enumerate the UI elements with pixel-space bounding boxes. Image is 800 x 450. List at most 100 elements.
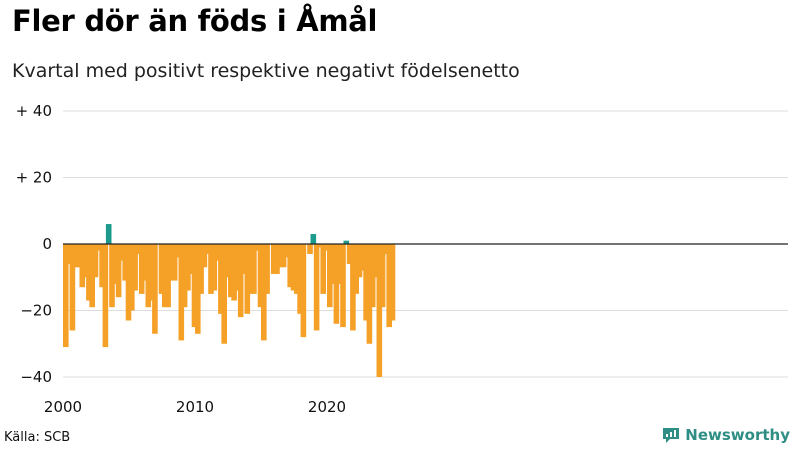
bar-negative: [346, 244, 353, 264]
bar-negative: [96, 244, 102, 251]
bar-negative: [82, 244, 89, 278]
bar-negative: [195, 244, 201, 334]
bar-negative: [369, 244, 376, 308]
bar-negative: [247, 244, 254, 294]
bar-negative: [333, 244, 340, 324]
y-tick-label: + 20: [16, 169, 52, 187]
bar-negative: [132, 244, 138, 291]
bar-negative: [66, 244, 72, 264]
bar-negative: [313, 244, 320, 331]
bar-negative: [336, 244, 343, 284]
bar-negative: [251, 244, 257, 294]
bar-negative: [373, 244, 379, 278]
bar-negative: [287, 244, 293, 288]
bar-negative: [208, 244, 214, 294]
bar-negative: [178, 244, 185, 341]
bar-negative: [211, 244, 218, 291]
bar-negative: [115, 244, 122, 298]
bar-negative: [330, 244, 336, 284]
bar-negative: [191, 244, 198, 328]
bar-chart: + 40 + 20 0 −20 −40 2000 2010 2020: [16, 102, 788, 416]
bar-negative: [244, 244, 251, 314]
bar-positive: [343, 240, 350, 244]
x-tick-label: 2000: [44, 398, 82, 416]
bar-negative: [228, 244, 234, 298]
bar-negative: [119, 244, 125, 261]
bar-negative: [69, 244, 76, 331]
bar-negative: [297, 244, 303, 314]
bar-negative: [204, 244, 211, 254]
bar-negative: [383, 244, 389, 254]
bar-negative: [363, 244, 369, 321]
bar-negative: [122, 244, 128, 281]
bar-negative: [264, 244, 270, 294]
bar-negative: [320, 244, 326, 294]
bar-negative: [389, 244, 396, 321]
chart-title: Fler dör än föds i Åmål: [12, 4, 378, 38]
bar-negative: [300, 244, 307, 338]
bar-negative: [89, 244, 95, 308]
bar-negative: [294, 244, 300, 294]
bar-negative: [112, 244, 119, 284]
bar-negative: [168, 244, 175, 281]
bar-negative: [175, 244, 181, 258]
bar-negative: [224, 244, 231, 278]
source-credit: Källa: SCB: [4, 430, 71, 445]
bar-negative: [92, 244, 99, 278]
bar-negative: [102, 244, 109, 348]
bar-negative: [284, 244, 290, 258]
bar-negative: [234, 244, 241, 291]
bar-negative: [72, 244, 79, 268]
bar-negative: [198, 244, 204, 294]
bar-negative: [317, 244, 323, 248]
bar-negative: [201, 244, 208, 268]
bar-negative: [327, 244, 333, 308]
bar-negative: [63, 244, 69, 348]
bar-negative: [188, 244, 194, 274]
newsworthy-logo-icon: [663, 428, 680, 443]
bar-negative: [340, 244, 346, 328]
bar-negative: [353, 244, 359, 294]
bar-negative: [148, 244, 155, 301]
bar-negative: [218, 244, 224, 314]
bar-negative: [237, 244, 244, 318]
bar-negative: [356, 244, 363, 278]
bar-negative: [254, 244, 260, 251]
bar-negative: [261, 244, 267, 341]
bar-negative: [307, 244, 313, 254]
bar-negative: [79, 244, 86, 288]
x-tick-label: 2010: [176, 398, 214, 416]
y-tick-label: 0: [42, 235, 52, 253]
bar-negative: [99, 244, 105, 288]
bar-negative: [366, 244, 373, 344]
bar-negative: [86, 244, 92, 301]
bar-negative: [241, 244, 247, 274]
bar-negative: [274, 244, 280, 274]
bar-negative: [162, 244, 168, 308]
bar-negative: [290, 244, 297, 291]
y-tick-label: −40: [20, 368, 52, 386]
y-tick-label: + 40: [16, 102, 52, 120]
chart-subtitle: Kvartal med positivt respektive negativt…: [12, 60, 520, 82]
bar-negative: [158, 244, 165, 294]
bar-negative: [152, 244, 158, 334]
bar-negative: [376, 244, 383, 377]
bar-negative: [277, 244, 284, 268]
x-tick-label: 2020: [308, 398, 346, 416]
bar-negative: [138, 244, 145, 294]
bar-negative: [350, 244, 356, 331]
bar-negative: [145, 244, 152, 308]
brand-logo: Newsworthy: [662, 426, 790, 444]
bar-negative: [214, 244, 221, 261]
bar-negative: [360, 244, 366, 271]
bar-negative: [221, 244, 227, 344]
bar-negative: [165, 244, 171, 308]
bar-negative: [109, 244, 115, 308]
bar-negative: [270, 244, 277, 274]
bar-negative: [171, 244, 178, 281]
brand-name: Newsworthy: [685, 426, 790, 444]
bar-negative: [280, 244, 287, 268]
bar-negative: [386, 244, 392, 328]
bar-positive: [310, 234, 317, 244]
bar-negative: [129, 244, 135, 311]
